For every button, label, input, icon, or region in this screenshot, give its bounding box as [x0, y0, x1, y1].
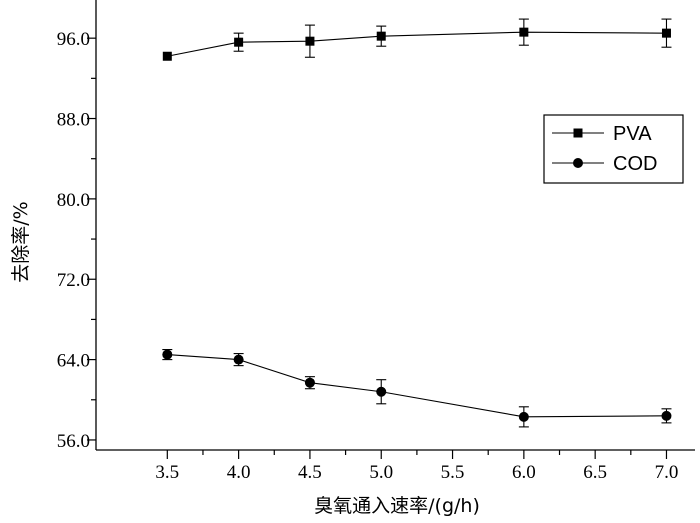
x-tick-label: 3.5	[155, 462, 179, 483]
data-point-square	[234, 37, 244, 47]
series-line-pva	[167, 31, 667, 57]
data-point-square	[162, 51, 172, 61]
x-tick-label: 5.5	[441, 462, 465, 483]
x-tick-label: 5.0	[369, 462, 393, 483]
data-point-square	[661, 28, 671, 38]
series-line-cod	[167, 354, 667, 418]
x-tick-label: 6.0	[512, 462, 536, 483]
data-point-square	[305, 36, 315, 46]
y-tick-label: 96.0	[57, 29, 90, 50]
tick-marks	[87, 37, 668, 459]
y-tick-label: 64.0	[57, 351, 90, 372]
legend-box	[543, 114, 684, 184]
y-tick-label: 56.0	[57, 431, 90, 452]
legend-marker-square	[573, 128, 583, 138]
data-point-square	[376, 31, 386, 41]
data-point-square	[519, 27, 529, 37]
data-point-circle	[661, 410, 672, 421]
data-point-circle	[233, 354, 244, 365]
data-point-circle	[518, 411, 529, 422]
legend-marker-circle	[573, 158, 583, 168]
series-layer	[162, 18, 672, 428]
legend-label-cod: COD	[613, 153, 657, 175]
legend: PVA COD	[543, 114, 684, 184]
y-axis-title: 去除率/%	[10, 201, 32, 282]
x-tick-label: 4.5	[298, 462, 322, 483]
y-tick-label: 88.0	[57, 110, 90, 131]
data-point-circle	[376, 386, 387, 397]
x-tick-label: 7.0	[655, 462, 679, 483]
y-tick-label: 80.0	[57, 190, 90, 211]
legend-label-pva: PVA	[613, 123, 652, 145]
data-point-circle	[162, 349, 173, 360]
data-point-circle	[304, 377, 315, 388]
y-tick-label: 72.0	[57, 270, 90, 291]
x-tick-label: 6.5	[583, 462, 607, 483]
x-tick-label: 4.0	[227, 462, 251, 483]
axes	[95, 0, 695, 451]
x-axis-title: 臭氧通入速率/(g/h)	[314, 495, 480, 517]
tick-labels: 3.5 4.0 4.5 5.0 5.5 6.0 6.5 7.0 56.0 64.0 72.0 80.0…	[57, 29, 679, 483]
